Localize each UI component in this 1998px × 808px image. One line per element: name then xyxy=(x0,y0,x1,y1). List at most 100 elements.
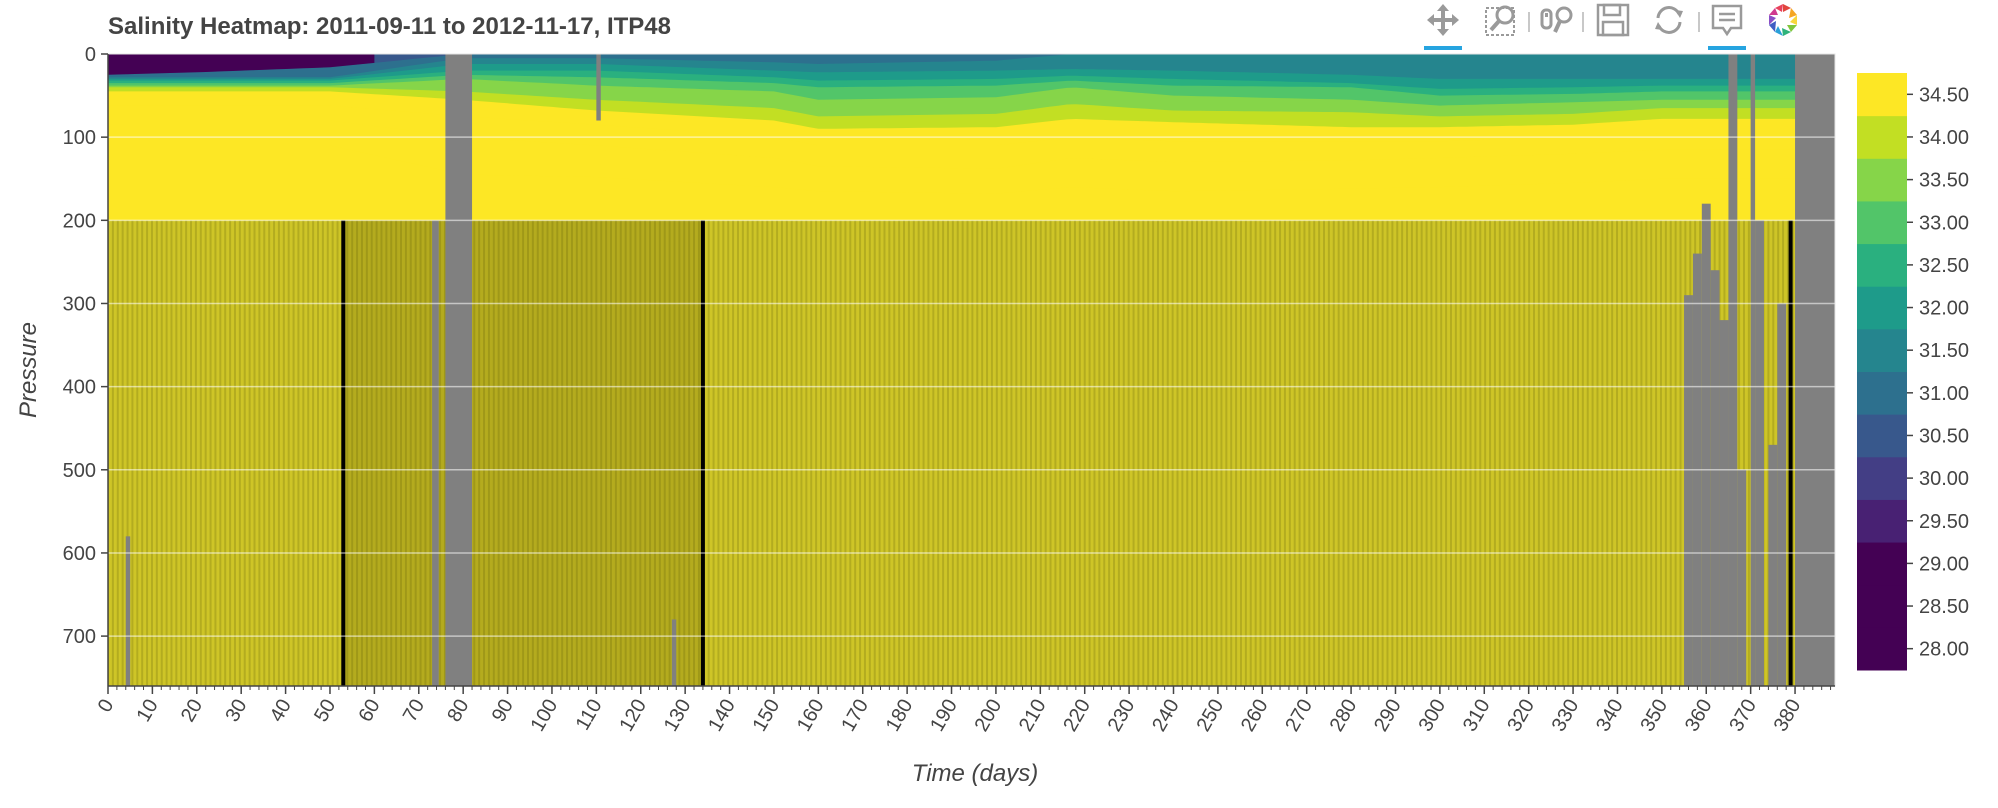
colorbar-tick-label: 28.00 xyxy=(1919,639,1969,661)
x-tick-label: 290 xyxy=(1370,696,1406,736)
missing-data-interval xyxy=(1719,320,1729,686)
missing-data-interval xyxy=(671,619,677,686)
x-tick-label: 150 xyxy=(749,696,785,736)
colorbar-band xyxy=(1857,115,1907,159)
x-tick-label: 90 xyxy=(488,696,518,726)
no-data-line xyxy=(341,220,346,686)
colorbar-tick-label: 33.50 xyxy=(1919,170,1969,192)
colorbar-band xyxy=(1857,158,1907,202)
x-tick-label: 100 xyxy=(527,696,563,736)
y-axis-label: Pressure xyxy=(15,322,42,418)
missing-data-interval xyxy=(125,536,131,686)
missing-data-interval xyxy=(1728,54,1738,686)
x-tick-label: 250 xyxy=(1192,696,1228,736)
missing-data-interval xyxy=(1755,220,1764,686)
colorbar-band xyxy=(1857,243,1907,287)
x-tick-label: 300 xyxy=(1414,696,1450,736)
x-tick-label: 380 xyxy=(1770,696,1806,736)
x-tick-label: 140 xyxy=(704,696,740,736)
x-tick-label: 200 xyxy=(971,696,1007,736)
missing-data-interval xyxy=(1684,295,1693,686)
colorbar-band xyxy=(1857,286,1907,330)
x-tick-label: 120 xyxy=(615,696,651,736)
x-tick-label: 0 xyxy=(94,696,119,717)
missing-data-interval xyxy=(1795,54,1835,686)
toolbar xyxy=(1420,0,1840,54)
x-tick-label: 340 xyxy=(1592,696,1628,736)
x-tick-label: 230 xyxy=(1104,696,1140,736)
missing-data-interval xyxy=(1710,270,1720,686)
colorbar: 28.00 28.50 29.00 29.50 30.00 30.50 31.00 31.50… xyxy=(1857,73,1969,671)
bokeh-logo[interactable] xyxy=(1760,2,1806,42)
x-tick-label: 30 xyxy=(221,696,251,726)
toolbar-separator xyxy=(1528,12,1530,32)
missing-data-interval xyxy=(432,220,439,686)
reset-icon xyxy=(1651,2,1687,43)
y-tick-label: 200 xyxy=(63,210,96,232)
colorbar-band xyxy=(1857,627,1907,671)
colorbar-tick-label: 30.00 xyxy=(1919,468,1969,490)
x-tick-label: 70 xyxy=(399,696,429,726)
hover-tool[interactable] xyxy=(1704,2,1750,50)
colorbar-band xyxy=(1857,414,1907,458)
save-tool[interactable] xyxy=(1590,2,1636,42)
pan-tool[interactable] xyxy=(1420,2,1466,50)
missing-data-interval xyxy=(1768,444,1778,686)
x-tick-label: 270 xyxy=(1281,696,1317,736)
x-tick-label: 80 xyxy=(443,696,473,726)
x-tick-label: 310 xyxy=(1459,696,1495,736)
reset-tool[interactable] xyxy=(1646,2,1692,42)
toolbar-separator xyxy=(1698,12,1700,32)
sparse-profile-region xyxy=(343,220,703,686)
x-tick-label: 190 xyxy=(926,696,962,736)
colorbar-tick-label: 32.50 xyxy=(1919,255,1969,277)
y-tick-label: 700 xyxy=(63,626,96,648)
missing-data-interval xyxy=(596,54,601,121)
wheel-zoom-icon xyxy=(1539,2,1575,43)
x-tick-label: 20 xyxy=(177,696,207,726)
x-tick-label: 360 xyxy=(1681,696,1717,736)
x-axis-label: Time (days) xyxy=(912,760,1038,787)
x-tick-label: 350 xyxy=(1636,696,1672,736)
save-icon xyxy=(1595,2,1631,43)
x-tick-label: 210 xyxy=(1015,696,1051,736)
x-tick-label: 320 xyxy=(1503,696,1539,736)
y-tick-label: 100 xyxy=(63,127,96,149)
missing-data-interval xyxy=(1750,54,1756,686)
box-zoom-tool[interactable] xyxy=(1478,2,1524,42)
x-tick-label: 180 xyxy=(882,696,918,736)
colorbar-tick-label: 28.50 xyxy=(1919,596,1969,618)
x-tick-label: 10 xyxy=(133,696,163,726)
colorbar-band xyxy=(1857,73,1907,117)
y-tick-label: 0 xyxy=(85,44,96,66)
wheel-zoom-tool[interactable] xyxy=(1534,2,1580,42)
colorbar-band xyxy=(1857,584,1907,628)
colorbar-band xyxy=(1857,200,1907,245)
pan-icon xyxy=(1425,2,1461,43)
missing-data-interval xyxy=(1737,469,1747,686)
hover-tooltip-icon xyxy=(1709,2,1745,43)
x-tick-label: 330 xyxy=(1548,696,1584,736)
colorbar-tick-label: 33.00 xyxy=(1919,212,1969,234)
colorbar-band xyxy=(1857,456,1907,500)
x-tick-label: 50 xyxy=(310,696,340,726)
x-tick-label: 370 xyxy=(1725,696,1761,736)
x-axis: 0 10 20 30 40 50 60 70 80 90 100 110 120 130 140 150 160… xyxy=(94,685,1835,736)
no-data-line xyxy=(700,220,705,686)
x-tick-label: 260 xyxy=(1237,696,1273,736)
colorbar-band xyxy=(1857,542,1907,586)
colorbar-tick-label: 29.00 xyxy=(1919,553,1969,575)
chart-title: Salinity Heatmap: 2011-09-11 to 2012-11-… xyxy=(108,13,671,40)
colorbar-tick-label: 32.00 xyxy=(1919,298,1969,320)
bokeh-logo-icon xyxy=(1765,2,1801,43)
x-tick-label: 160 xyxy=(793,696,829,736)
x-tick-label: 60 xyxy=(355,696,385,726)
colorbar-band xyxy=(1857,499,1907,543)
x-tick-label: 220 xyxy=(1059,696,1095,736)
y-tick-label: 400 xyxy=(63,377,96,399)
plot-area[interactable] xyxy=(108,54,1835,686)
no-data-line xyxy=(1788,220,1793,686)
x-tick-label: 40 xyxy=(266,696,296,726)
salinity-layer-s28_5 xyxy=(108,54,375,75)
